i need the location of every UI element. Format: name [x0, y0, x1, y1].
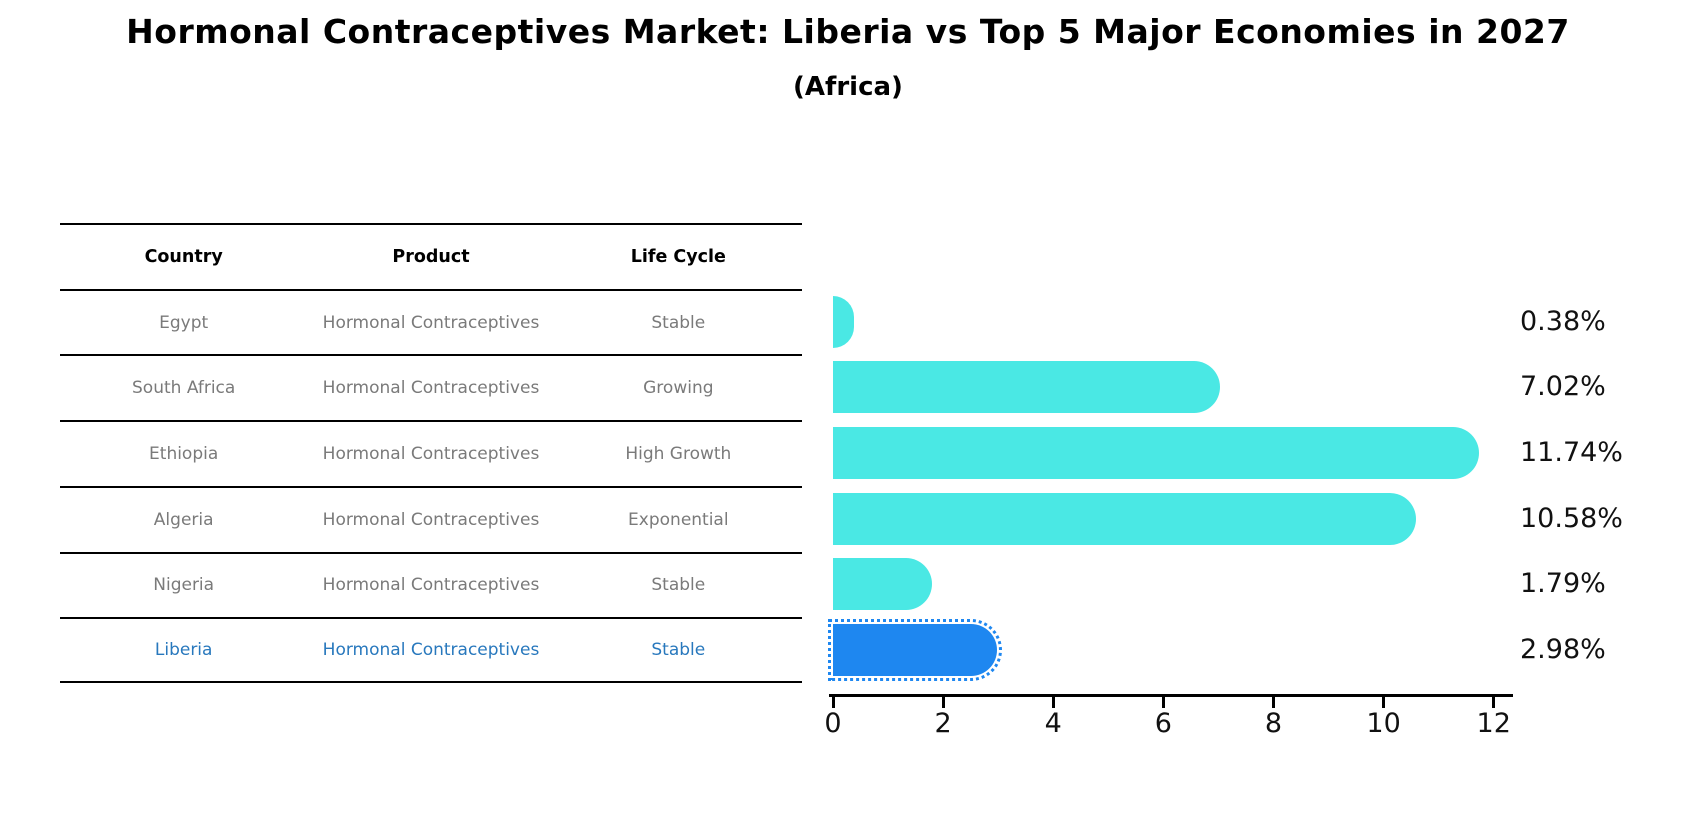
bar-ethiopia	[833, 426, 1480, 479]
value-label-ethiopia: 11.74%	[1520, 436, 1623, 468]
column-header-product: Product	[392, 246, 470, 267]
x-axis-tick-label: 10	[1366, 708, 1401, 739]
cell-country: South Africa	[132, 378, 236, 399]
cell-product: Hormonal Contraceptives	[322, 443, 540, 464]
table-row: Egypt Hormonal Contraceptives Stable	[60, 288, 802, 355]
table-row: Algeria Hormonal Contraceptives Exponentia…	[60, 485, 802, 552]
x-axis-tick	[1492, 694, 1496, 708]
bar-algeria	[833, 492, 1416, 545]
cell-life-cycle: High Growth	[625, 443, 732, 464]
table-row: Ethiopia Hormonal Contraceptives High Grow…	[60, 420, 802, 486]
x-axis-tick	[1051, 694, 1055, 708]
x-axis-tick	[831, 694, 835, 708]
cell-life-cycle: Growing	[643, 378, 714, 399]
cell-country: Liberia	[154, 640, 213, 661]
table-row: Nigeria Hormonal Contraceptives Stable	[60, 551, 802, 618]
cell-life-cycle: Stable	[651, 640, 706, 661]
bar-liberia	[827, 619, 1003, 682]
table-row: Liberia Hormonal Contraceptives Stable	[60, 617, 802, 683]
chart-title: Hormonal Contraceptives Market: Liberia …	[126, 12, 1570, 51]
value-label-liberia: 2.98%	[1520, 634, 1606, 666]
cell-product: Hormonal Contraceptives	[322, 640, 540, 661]
x-axis-tick-label: 2	[934, 708, 952, 739]
cell-product: Hormonal Contraceptives	[322, 575, 540, 596]
x-axis-tick-label: 6	[1154, 708, 1172, 739]
x-axis-tick-label: 0	[824, 708, 842, 739]
chart-subtitle: (Africa)	[793, 72, 903, 102]
value-label-algeria: 10.58%	[1520, 502, 1623, 534]
country-table: Country Product Life Cycle Egypt Hormonal Co…	[60, 223, 802, 685]
x-axis-tick	[1271, 694, 1275, 708]
bar-south-africa	[833, 361, 1220, 414]
table-header-row: Country Product Life Cycle	[60, 223, 802, 289]
x-axis-tick	[1161, 694, 1165, 708]
x-axis-tick-label: 12	[1476, 708, 1511, 739]
cell-product: Hormonal Contraceptives	[322, 509, 540, 530]
bar-nigeria	[833, 558, 932, 611]
cell-country: Egypt	[159, 312, 209, 333]
cell-product: Hormonal Contraceptives	[322, 378, 540, 399]
cell-life-cycle: Stable	[651, 575, 706, 596]
cell-life-cycle: Exponential	[628, 509, 729, 530]
cell-product: Hormonal Contraceptives	[322, 312, 540, 333]
cell-country: Nigeria	[153, 575, 215, 596]
x-axis-line	[829, 694, 1513, 697]
value-label-egypt: 0.38%	[1520, 305, 1606, 337]
cell-country: Algeria	[153, 509, 214, 530]
table-row: South Africa Hormonal Contraceptives Growi…	[60, 354, 802, 420]
bar-egypt	[833, 295, 854, 348]
value-label-nigeria: 1.79%	[1520, 568, 1606, 600]
x-axis-tick	[1382, 694, 1386, 708]
cell-country: Ethiopia	[149, 443, 219, 464]
column-header-life-cycle: Life Cycle	[630, 246, 726, 267]
x-axis-tick-label: 4	[1044, 708, 1062, 739]
x-axis-tick	[941, 694, 945, 708]
x-axis-tick-label: 8	[1264, 708, 1283, 739]
value-label-south-africa: 7.02%	[1520, 371, 1606, 403]
column-header-country: Country	[144, 246, 223, 267]
cell-life-cycle: Stable	[651, 312, 706, 333]
